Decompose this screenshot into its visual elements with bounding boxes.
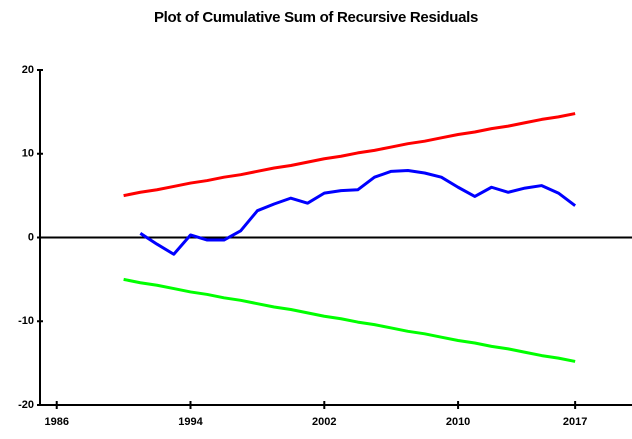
series-line: [123, 112, 576, 198]
y-tick-label: 0: [28, 231, 34, 243]
x-tick-label: 2002: [312, 416, 336, 428]
x-tick-label: 1986: [44, 416, 68, 428]
x-tick-label: 1994: [178, 416, 203, 428]
x-tick-label: 2010: [446, 416, 470, 428]
y-tick-label: -20: [18, 399, 34, 411]
y-tick-label: -10: [18, 315, 34, 327]
y-tick-label: 10: [22, 148, 34, 160]
series-line: [123, 277, 576, 363]
chart-title: Plot of Cumulative Sum of Recursive Resi…: [154, 9, 478, 26]
series-line: [139, 169, 577, 256]
y-tick-label: 20: [22, 64, 34, 76]
x-tick-label: 2017: [563, 416, 587, 428]
